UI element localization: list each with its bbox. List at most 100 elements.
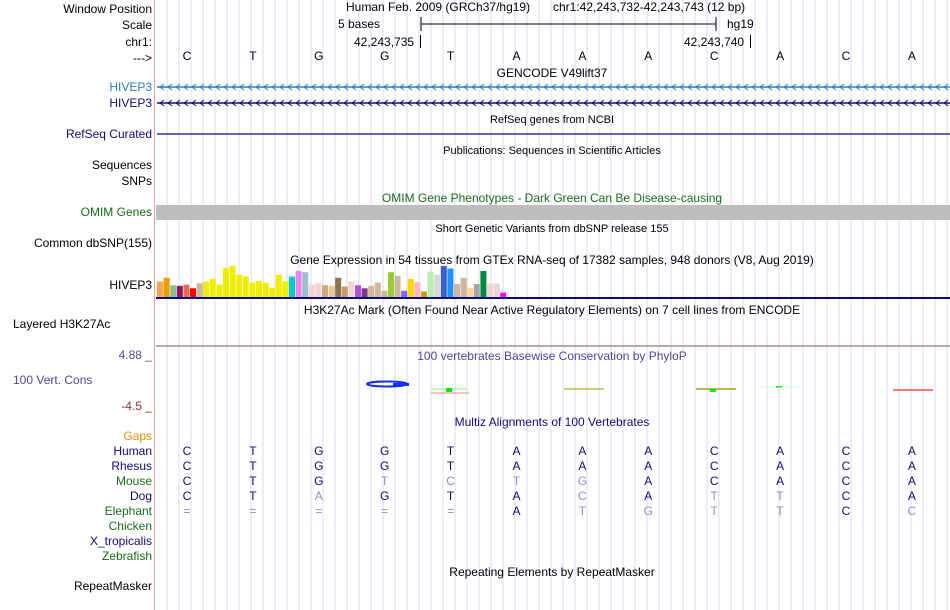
gtex-bar[interactable]: [480, 270, 487, 297]
gencode-label-1[interactable]: HIVEP3: [109, 80, 152, 94]
strand-arrow-icon: [431, 83, 437, 91]
strand-arrow-icon: [615, 99, 621, 107]
strand-arrow-icon: [591, 83, 597, 91]
gtex-bar[interactable]: [242, 276, 249, 297]
gencode-gene-2[interactable]: [157, 99, 950, 107]
strand-arrow-icon: [407, 83, 413, 91]
gtex-bar[interactable]: [460, 277, 467, 297]
gtex-bar[interactable]: [427, 271, 434, 297]
gtex-bar[interactable]: [440, 266, 447, 297]
gtex-bar[interactable]: [467, 287, 474, 297]
strand-arrow-icon: [799, 99, 805, 107]
gtex-bar[interactable]: [249, 282, 256, 297]
gtex-bar[interactable]: [434, 274, 441, 297]
repeatmasker-title: Repeating Elements by RepeatMasker: [449, 565, 655, 579]
strand-arrow-icon: [551, 99, 557, 107]
gtex-bar[interactable]: [295, 270, 302, 297]
multiz-gaps-label[interactable]: Gaps: [123, 429, 152, 443]
gtex-bar[interactable]: [348, 281, 355, 298]
gtex-bar[interactable]: [308, 284, 315, 297]
omim-gene-bar[interactable]: [156, 205, 950, 220]
gtex-bar[interactable]: [229, 266, 236, 297]
gtex-bar[interactable]: [341, 286, 348, 297]
gtex-bar[interactable]: [355, 285, 361, 297]
phylop-signal[interactable]: [366, 380, 933, 394]
alignment-base: A: [644, 489, 653, 503]
strand-arrow-icon: [479, 83, 485, 91]
strand-arrow-icon: [767, 99, 773, 107]
strand-arrow-icon: [295, 83, 301, 91]
gtex-bar[interactable]: [190, 288, 196, 297]
strand-arrow-icon: [791, 83, 797, 91]
gtex-bar[interactable]: [216, 284, 223, 297]
gtex-bar[interactable]: [196, 283, 203, 297]
gtex-bar[interactable]: [223, 267, 229, 297]
strand-arrow-icon: [847, 83, 853, 91]
gtex-bar[interactable]: [256, 280, 262, 297]
gtex-bar[interactable]: [163, 277, 170, 297]
species-label-zebrafish[interactable]: Zebrafish: [101, 549, 152, 563]
h3k27ac-label[interactable]: Layered H3K27Ac: [13, 317, 111, 331]
gtex-bar[interactable]: [454, 283, 460, 297]
gtex-bar[interactable]: [487, 283, 493, 297]
alignment-base: A: [578, 444, 587, 458]
phylop-max: 4.88 _: [118, 348, 152, 362]
assembly-title: Human Feb. 2009 (GRCh37/hg19): [346, 0, 531, 14]
gtex-bar[interactable]: [262, 282, 269, 297]
gtex-bar[interactable]: [157, 281, 163, 298]
gtex-bar[interactable]: [203, 281, 210, 298]
species-label-mouse[interactable]: Mouse: [115, 474, 152, 488]
gtex-bar[interactable]: [447, 268, 454, 297]
strand-arrow-icon: [919, 83, 925, 91]
gtex-bar[interactable]: [209, 279, 216, 297]
gtex-bar[interactable]: [394, 275, 401, 297]
position-readout[interactable]: chr1:42,243,732-42,243,743 (12 bp): [553, 0, 746, 14]
gencode-label-2[interactable]: HIVEP3: [109, 96, 152, 110]
gtex-bar[interactable]: [374, 282, 381, 297]
gtex-label[interactable]: HIVEP3: [109, 278, 152, 292]
species-label-dog[interactable]: Dog: [129, 489, 152, 503]
gtex-bar[interactable]: [176, 285, 183, 297]
gtex-bar[interactable]: [269, 287, 276, 297]
gtex-bar[interactable]: [421, 291, 427, 297]
gtex-bar[interactable]: [381, 290, 388, 297]
species-label-elephant[interactable]: Elephant: [104, 504, 152, 518]
gtex-bar[interactable]: [170, 285, 177, 297]
gtex-bar[interactable]: [328, 285, 335, 297]
gencode-gene-1[interactable]: [157, 83, 950, 91]
strand-arrow-icon: [327, 99, 333, 107]
gtex-bar[interactable]: [275, 274, 282, 297]
alignment-base: A: [776, 459, 785, 473]
publications-label-sequences[interactable]: Sequences: [91, 158, 152, 172]
gtex-bar[interactable]: [183, 284, 190, 297]
publications-label-snps[interactable]: SNPs: [121, 174, 152, 188]
strand-arrow-icon: [391, 99, 397, 107]
species-label-chicken[interactable]: Chicken: [108, 519, 152, 533]
dbsnp-label[interactable]: Common dbSNP(155): [33, 236, 152, 250]
gtex-bar[interactable]: [388, 272, 394, 297]
omim-label[interactable]: OMIM Genes: [80, 205, 152, 219]
gtex-bar[interactable]: [302, 272, 309, 297]
gtex-bar[interactable]: [493, 283, 500, 297]
gtex-bar[interactable]: [401, 290, 408, 297]
gtex-bar[interactable]: [315, 282, 322, 297]
strand-arrow-icon: [535, 99, 541, 107]
species-label-rhesus[interactable]: Rhesus: [111, 459, 152, 473]
gtex-bar[interactable]: [473, 283, 480, 297]
gtex-bar[interactable]: [289, 276, 295, 297]
phylop-label[interactable]: 100 Vert. Cons: [13, 373, 93, 387]
strand-arrow-icon: [591, 99, 597, 107]
gtex-bar[interactable]: [361, 288, 368, 297]
gtex-bar[interactable]: [414, 282, 421, 297]
refseq-label[interactable]: RefSeq Curated: [65, 127, 152, 141]
species-label-human[interactable]: Human: [113, 444, 152, 458]
gtex-bar[interactable]: [282, 281, 289, 298]
repeatmasker-label[interactable]: RepeatMasker: [73, 579, 152, 593]
gtex-bar[interactable]: [236, 274, 243, 297]
gtex-bar[interactable]: [368, 285, 375, 297]
species-label-x_tropicalis[interactable]: X_tropicalis: [89, 534, 152, 548]
gtex-bar[interactable]: [407, 279, 414, 297]
gtex-bar[interactable]: [335, 277, 342, 297]
gtex-bar[interactable]: [500, 292, 507, 297]
gtex-bar[interactable]: [322, 285, 328, 297]
